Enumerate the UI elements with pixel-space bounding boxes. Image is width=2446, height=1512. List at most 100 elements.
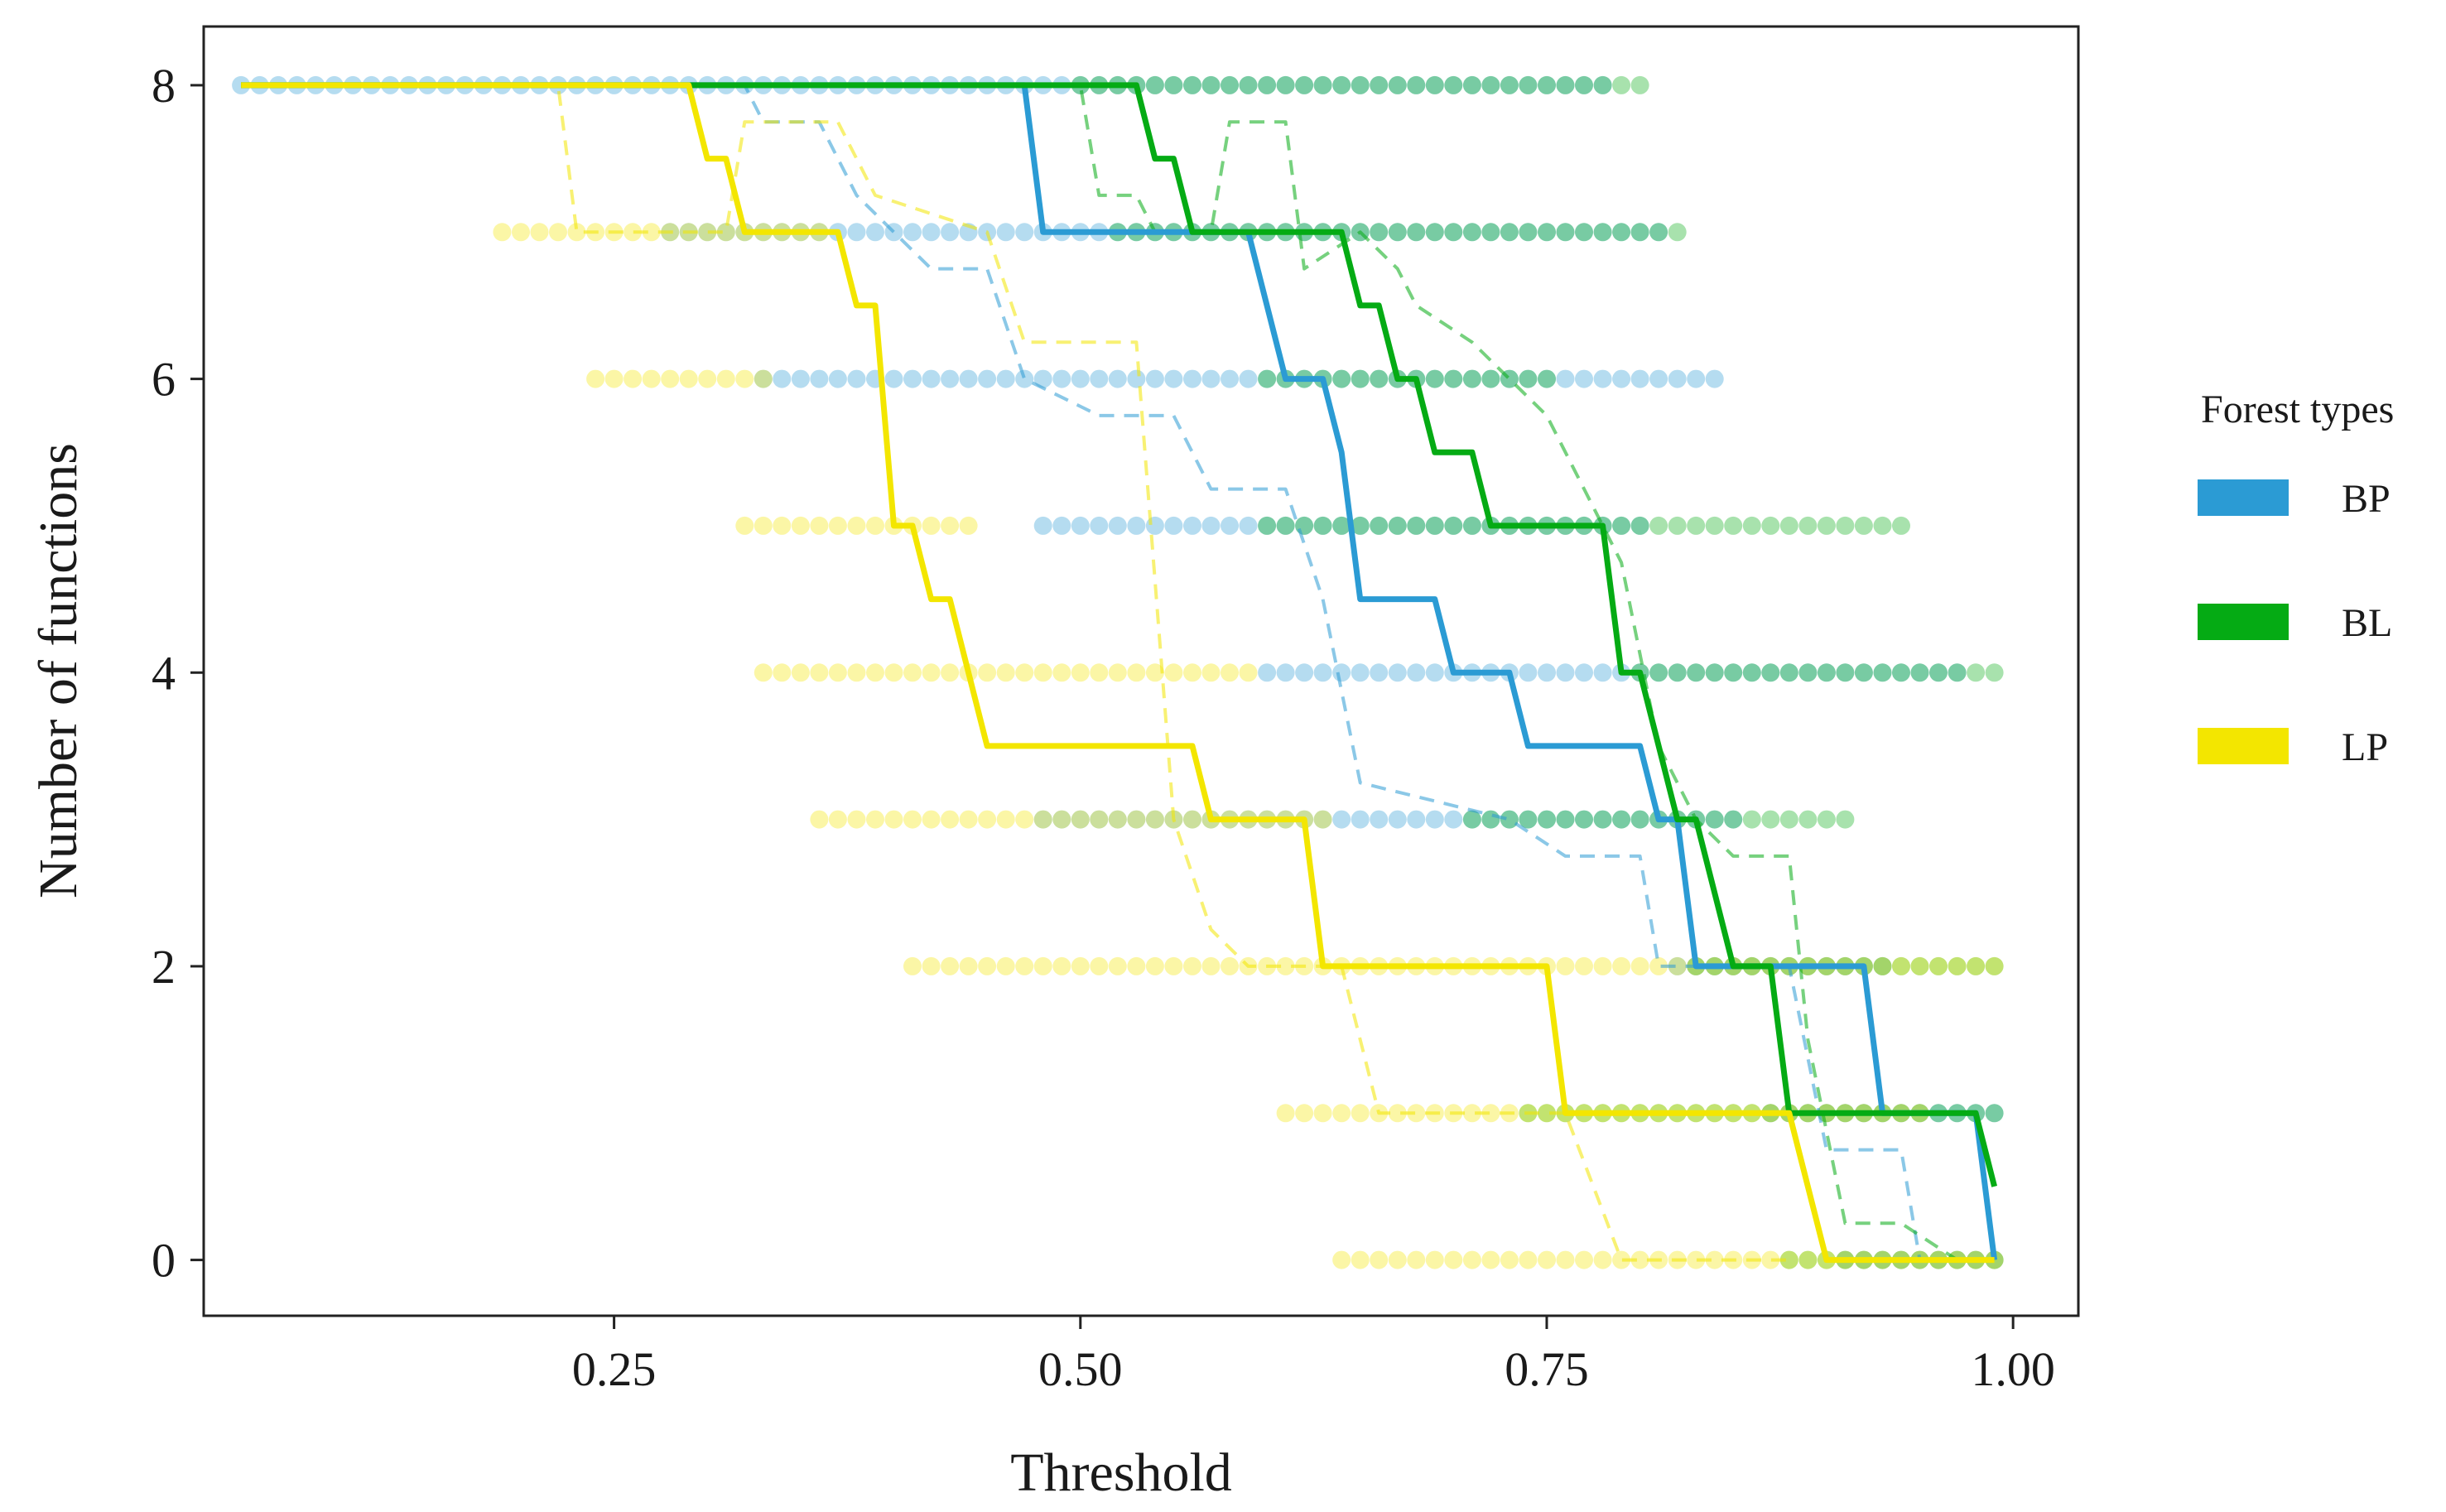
point-bp	[1873, 663, 1892, 682]
point-bp	[1407, 663, 1426, 682]
point-lp	[978, 663, 997, 682]
point-bp	[1500, 75, 1519, 94]
point-bp	[1649, 223, 1668, 242]
point-lp	[698, 369, 717, 388]
point-lp	[1649, 956, 1668, 975]
point-bp	[1538, 369, 1556, 388]
point-lp	[1015, 956, 1034, 975]
point-bl	[1556, 810, 1575, 829]
point-bp	[1910, 663, 1929, 682]
point-bp	[1425, 369, 1444, 388]
point-bl	[1798, 663, 1818, 682]
point-bp	[1388, 223, 1407, 242]
point-bp	[1593, 369, 1612, 388]
y-tick-label: 6	[152, 353, 176, 407]
point-bl	[1500, 810, 1519, 829]
point-bl	[1164, 75, 1183, 94]
point-lp	[1015, 810, 1034, 829]
point-lp	[996, 810, 1015, 829]
point-bp	[1724, 810, 1743, 829]
point-bp	[1183, 369, 1201, 388]
point-lp	[754, 516, 773, 535]
point-bp	[1724, 663, 1743, 682]
point-lp	[604, 369, 624, 388]
point-bl	[1313, 75, 1332, 94]
point-bl	[1630, 516, 1649, 535]
point-bp	[1519, 223, 1538, 242]
point-lp	[679, 369, 698, 388]
point-bp	[1612, 369, 1631, 388]
point-lp	[828, 516, 847, 535]
point-lp	[1593, 956, 1612, 975]
point-bp	[1575, 369, 1593, 388]
point-lp	[1108, 810, 1127, 829]
point-bp	[1593, 810, 1612, 829]
point-bl	[1370, 75, 1389, 94]
point-lp	[941, 956, 960, 975]
point-bl	[1221, 75, 1239, 94]
point-lp	[773, 663, 792, 682]
point-lp	[716, 369, 735, 388]
point-lp	[1556, 1250, 1575, 1269]
point-lp	[941, 663, 960, 682]
point-bp	[1258, 369, 1277, 388]
point-lp	[847, 516, 866, 535]
point-bp	[1071, 516, 1090, 535]
point-lp	[1575, 956, 1593, 975]
dashed-line-bp	[241, 83, 1922, 1260]
point-bp	[1033, 516, 1052, 535]
point-bp	[1462, 369, 1481, 388]
point-bp	[1239, 75, 1258, 94]
point-lp	[1332, 1104, 1351, 1123]
point-lp	[959, 516, 978, 535]
point-bp	[1052, 516, 1071, 535]
point-bl	[1892, 956, 1910, 975]
point-bl	[1407, 75, 1426, 94]
point-lp	[1425, 1250, 1444, 1269]
point-bl	[1407, 223, 1426, 242]
point-lp	[1033, 956, 1052, 975]
point-lp	[1462, 1250, 1481, 1269]
point-lp	[1556, 956, 1575, 975]
point-bl	[1779, 810, 1798, 829]
point-bp	[1705, 663, 1724, 682]
point-bp	[1705, 810, 1724, 829]
point-lp	[791, 663, 810, 682]
point-bp	[1071, 810, 1090, 829]
point-bl	[1388, 75, 1407, 94]
y-tick-label: 4	[152, 646, 176, 700]
point-bp	[1798, 663, 1818, 682]
point-lp	[1127, 956, 1146, 975]
point-lp	[1407, 1250, 1426, 1269]
point-lp	[1201, 663, 1221, 682]
point-bp	[1201, 369, 1221, 388]
point-lp	[903, 663, 922, 682]
point-bp	[1425, 75, 1444, 94]
point-bl	[1388, 516, 1407, 535]
point-bp	[1668, 956, 1687, 975]
point-lp	[1388, 1104, 1407, 1123]
point-bl	[1873, 663, 1892, 682]
point-bp	[1407, 810, 1426, 829]
point-bp	[754, 369, 773, 388]
point-lp	[1481, 1104, 1500, 1123]
point-bp	[1052, 810, 1071, 829]
point-lp	[1145, 810, 1164, 829]
point-lp	[922, 956, 941, 975]
point-lp	[1164, 956, 1183, 975]
point-lp	[791, 516, 810, 535]
x-tick-label: 1.00	[1971, 1342, 2055, 1396]
point-lp	[1033, 810, 1052, 829]
point-lp	[1108, 956, 1127, 975]
point-bl	[1724, 516, 1743, 535]
point-lp	[1948, 956, 1967, 975]
point-lp	[1761, 1250, 1780, 1269]
point-bl	[1929, 956, 1948, 975]
x-axis-title: Threshold	[1010, 1442, 1232, 1503]
point-bp	[1221, 516, 1239, 535]
point-bl	[1836, 810, 1855, 829]
point-bl	[1985, 956, 2004, 975]
point-bp	[1127, 810, 1146, 829]
point-bl	[1836, 516, 1855, 535]
point-bl	[1948, 956, 1967, 975]
